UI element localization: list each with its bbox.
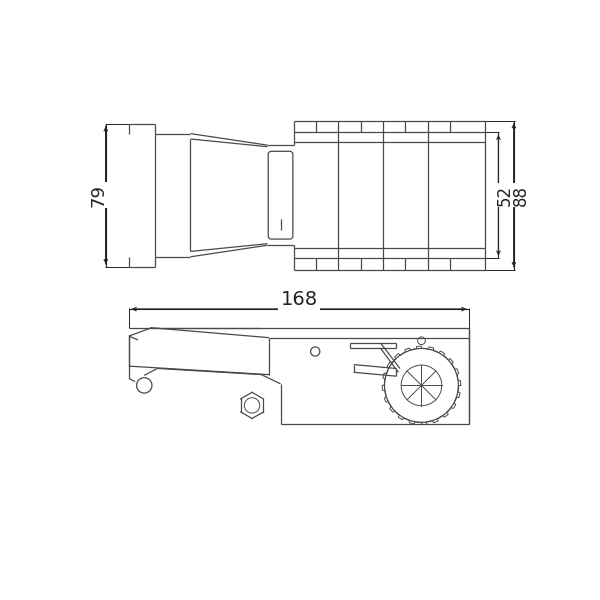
Text: 88: 88 <box>512 185 530 206</box>
Text: 52: 52 <box>496 185 514 206</box>
Text: 79: 79 <box>89 184 107 206</box>
Text: 168: 168 <box>280 290 317 310</box>
